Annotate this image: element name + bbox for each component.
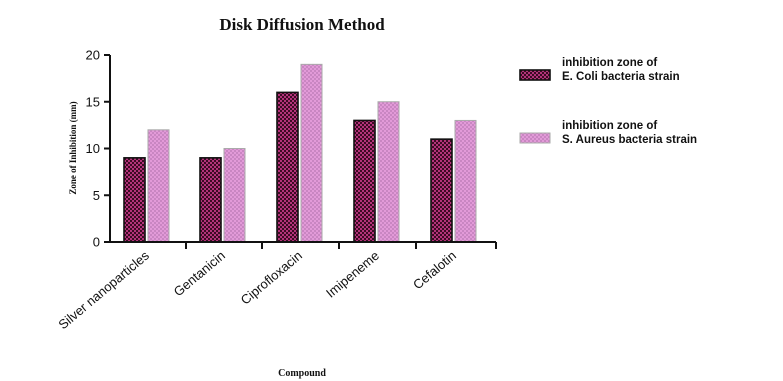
bar-saureus-1 <box>147 129 170 243</box>
legend-label: S. Aureus bacteria strain <box>562 134 697 146</box>
bar-saureus-2 <box>223 148 246 243</box>
y-tick-label: 10 <box>86 141 100 156</box>
bars-group <box>123 63 477 243</box>
y-tick-label: 20 <box>86 48 100 63</box>
x-axis: Silver nanoparticles Gentanicin Ciprofloxa… <box>55 241 497 332</box>
y-axis-label: Zone of Inhibition (mm) <box>68 101 78 194</box>
y-tick-label: 0 <box>93 235 100 250</box>
legend-swatch <box>519 132 551 144</box>
chart-title: Disk Diffusion Method <box>219 15 385 34</box>
legend-swatch <box>519 69 551 81</box>
bar-saureus-3 <box>300 63 323 243</box>
bar-ecoli-3 <box>276 91 299 243</box>
bar-ecoli-2 <box>199 157 222 243</box>
bar-ecoli-5 <box>430 138 453 243</box>
x-tick-label: Gentanicin <box>171 248 228 299</box>
legend-label: inhibition zone of <box>562 57 657 69</box>
bar-saureus-4 <box>377 101 400 243</box>
y-axis: 0 5 10 15 20 <box>86 48 111 250</box>
bar-ecoli-1 <box>123 157 146 243</box>
x-tick-label: Imipeneme <box>323 248 382 301</box>
bar-ecoli-4 <box>353 119 376 243</box>
y-tick-label: 5 <box>93 188 100 203</box>
x-tick-label: Cefalotin <box>410 248 459 292</box>
legend: inhibition zone of E. Coli bacteria strai… <box>519 57 697 146</box>
legend-label: E. Coli bacteria strain <box>562 71 680 83</box>
x-tick-label: Silver nanoparticles <box>55 247 152 332</box>
x-axis-label: Compound <box>278 368 326 379</box>
y-tick-label: 15 <box>86 94 100 109</box>
x-tick-label: Ciprofloxacin <box>238 248 305 308</box>
legend-label: inhibition zone of <box>562 120 657 132</box>
bar-saureus-5 <box>454 119 477 243</box>
